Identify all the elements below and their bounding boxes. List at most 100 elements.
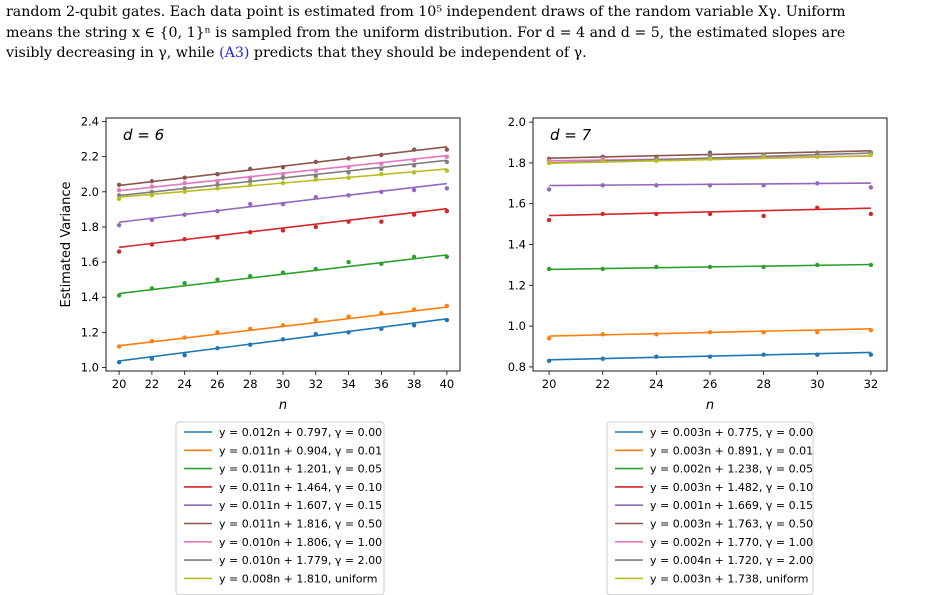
data-point bbox=[815, 330, 820, 335]
data-point bbox=[444, 208, 450, 214]
x-tick-label: 24 bbox=[177, 377, 192, 391]
legend-entry-label: y = 0.002n + 1.238, γ = 0.05 bbox=[650, 463, 813, 476]
data-point bbox=[379, 172, 384, 177]
data-point bbox=[761, 264, 766, 270]
data-point bbox=[182, 335, 187, 340]
data-point bbox=[280, 180, 286, 186]
x-tick-label: 22 bbox=[145, 377, 160, 391]
legend-entry-label: y = 0.011n + 0.904, γ = 0.01 bbox=[219, 444, 382, 457]
data-point bbox=[313, 173, 318, 179]
caption-line-1: random 2-qubit gates. Each data point is… bbox=[6, 4, 846, 20]
data-point bbox=[411, 307, 417, 312]
data-point bbox=[600, 211, 605, 217]
y-tick-label: 2.0 bbox=[81, 185, 99, 199]
data-point bbox=[815, 181, 820, 186]
data-point bbox=[280, 175, 286, 180]
y-tick-label: 1.8 bbox=[508, 156, 526, 170]
x-tick-label: 32 bbox=[864, 377, 879, 391]
y-tick-label: 1.6 bbox=[508, 197, 526, 211]
x-tick-label: 22 bbox=[595, 377, 610, 391]
data-point bbox=[248, 166, 253, 172]
data-point bbox=[600, 158, 605, 164]
data-point bbox=[346, 164, 351, 170]
data-point bbox=[215, 235, 220, 240]
data-point bbox=[815, 154, 820, 159]
legend-entry-label: y = 0.001n + 1.669, γ = 0.15 bbox=[650, 499, 813, 512]
y-tick-label: 1.0 bbox=[508, 319, 526, 333]
data-point bbox=[600, 356, 605, 361]
legend-entry-label: y = 0.011n + 1.201, γ = 0.05 bbox=[219, 463, 382, 476]
data-point bbox=[280, 337, 286, 342]
data-point bbox=[346, 156, 351, 161]
chart-d7: 20 22 24 26 28 30 32 0.8 1.0 1.2 1.4 1.6 1.8 2.0 n d = … bbox=[508, 115, 888, 595]
data-point bbox=[149, 193, 155, 198]
y-tick-label: 2.2 bbox=[81, 150, 99, 164]
data-point bbox=[149, 179, 155, 184]
data-point bbox=[182, 280, 187, 286]
data-point bbox=[379, 219, 384, 224]
data-point bbox=[411, 187, 417, 193]
data-point bbox=[116, 196, 122, 202]
data-point bbox=[182, 180, 187, 186]
legend-entry-label: y = 0.012n + 0.797, γ = 0.00 bbox=[219, 426, 382, 439]
panel-title: d = 6 bbox=[123, 126, 164, 144]
y-tick-label: 1.6 bbox=[81, 255, 99, 269]
data-point bbox=[215, 330, 220, 335]
x-tick-label: 20 bbox=[542, 377, 557, 391]
data-point bbox=[546, 217, 552, 223]
data-point bbox=[149, 184, 155, 189]
data-point bbox=[149, 356, 155, 361]
x-tick-label: 34 bbox=[341, 377, 356, 391]
equation-reference-link[interactable]: (A3) bbox=[219, 45, 250, 61]
data-point bbox=[313, 194, 318, 200]
data-point bbox=[761, 330, 766, 335]
data-point bbox=[280, 164, 286, 170]
data-point bbox=[248, 342, 253, 347]
data-point bbox=[546, 187, 552, 192]
data-point bbox=[600, 183, 605, 188]
data-point bbox=[116, 293, 122, 298]
data-point bbox=[707, 156, 713, 162]
x-axis-label: n bbox=[706, 398, 714, 413]
x-tick-label: 20 bbox=[112, 377, 127, 391]
y-tick-label: 2.4 bbox=[81, 115, 99, 129]
caption-line-3: visibly decreasing in γ, while (A3) pred… bbox=[6, 43, 946, 64]
data-point bbox=[761, 154, 766, 159]
data-point bbox=[215, 345, 220, 351]
data-point bbox=[149, 286, 155, 291]
legend-entry-label: y = 0.003n + 1.763, γ = 0.50 bbox=[650, 518, 813, 531]
legend-entry-label: y = 0.003n + 0.891, γ = 0.01 bbox=[650, 444, 813, 457]
y-axis-label: Estimated Variance bbox=[59, 182, 74, 308]
data-point bbox=[248, 179, 253, 184]
data-point bbox=[868, 152, 874, 157]
x-tick-label: 30 bbox=[276, 377, 291, 391]
data-point bbox=[248, 326, 253, 332]
data-point bbox=[444, 303, 450, 309]
data-point bbox=[707, 152, 713, 157]
data-point bbox=[346, 219, 351, 224]
data-point bbox=[868, 327, 874, 333]
fit-line-series-4 bbox=[119, 207, 447, 249]
legend-entry-label: y = 0.010n + 1.806, γ = 1.00 bbox=[219, 536, 382, 549]
data-point bbox=[707, 264, 713, 270]
data-point bbox=[313, 331, 318, 337]
data-point bbox=[215, 179, 220, 184]
panel-title: d = 7 bbox=[550, 126, 592, 144]
data-point bbox=[346, 314, 351, 319]
data-point bbox=[600, 332, 605, 337]
x-axis-label: n bbox=[279, 398, 287, 413]
data-point bbox=[149, 242, 155, 247]
data-point bbox=[546, 160, 552, 166]
y-tick-label: 1.2 bbox=[508, 278, 526, 292]
y-tick-label: 1.4 bbox=[81, 290, 99, 304]
data-point bbox=[868, 185, 874, 190]
data-point bbox=[444, 159, 450, 165]
data-point bbox=[379, 161, 384, 166]
legend-entry-label: y = 0.011n + 1.464, γ = 0.10 bbox=[219, 481, 382, 494]
data-point bbox=[761, 213, 766, 219]
x-tick-label: 38 bbox=[407, 377, 422, 391]
caption-line-2: means the string x ∈ {0, 1}ⁿ is sampled … bbox=[6, 24, 846, 41]
data-point bbox=[546, 358, 552, 363]
data-point bbox=[654, 332, 659, 337]
